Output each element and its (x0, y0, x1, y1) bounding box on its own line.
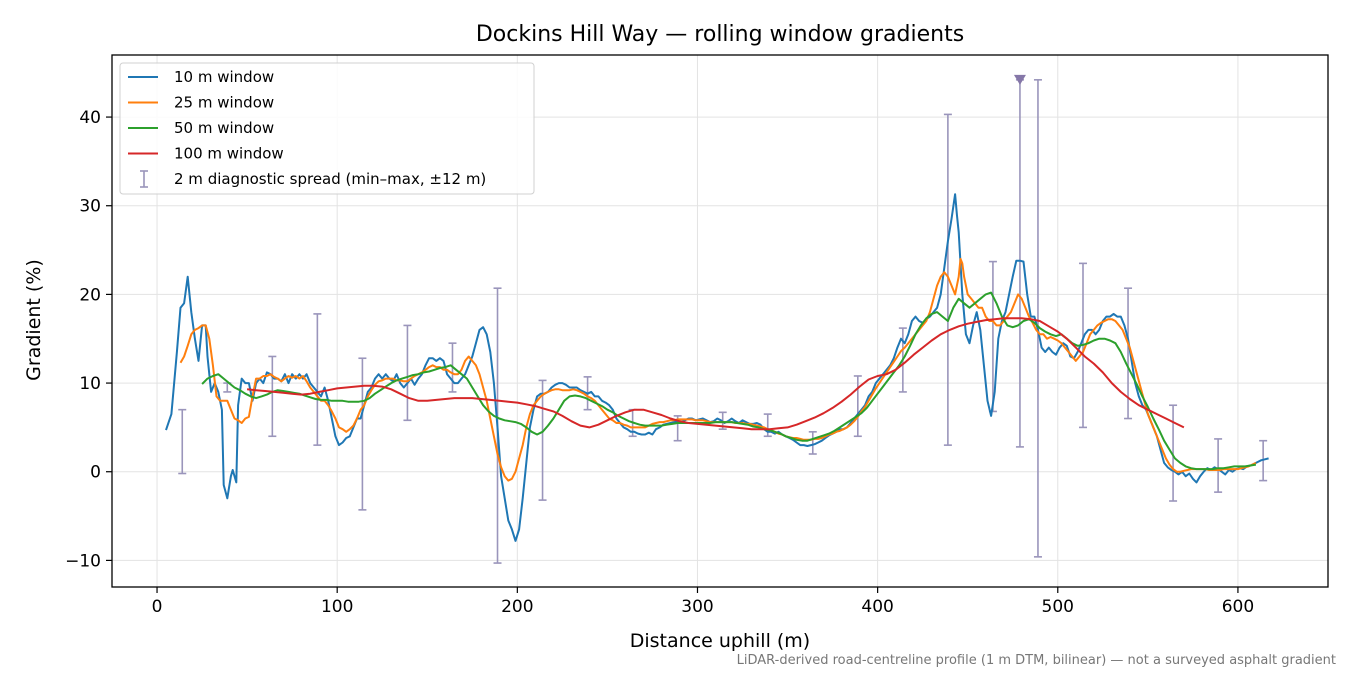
series-line-100-m-window (247, 317, 1185, 431)
plot-frame (111, 54, 1329, 588)
error-bar (1214, 438, 1223, 493)
error-bar (808, 431, 817, 455)
y-tick-label: 20 (79, 285, 101, 305)
error-bar (538, 379, 547, 501)
legend-label: 2 m diagnostic spread (min–max, ±12 m) (174, 170, 486, 188)
error-bar (943, 113, 952, 446)
error-bar (268, 355, 277, 438)
error-bar (178, 408, 187, 475)
error-bar (1033, 79, 1042, 558)
y-tick-label: 10 (79, 374, 101, 394)
error-bars (178, 79, 1268, 564)
x-tick-label: 300 (681, 597, 713, 617)
chart-title: Dockins Hill Way — rolling window gradie… (476, 22, 964, 47)
x-tick-label: 100 (321, 597, 353, 617)
x-axis-label: Distance uphill (m) (630, 630, 810, 652)
error-bar (853, 375, 862, 438)
legend: 10 m window 25 m window 50 m window 100 m w… (119, 62, 535, 195)
tick-labels: 0 100 200 300 400 500 600 −10 0 10 20 30 40 (65, 108, 1254, 617)
peak-marker-triangle (1013, 74, 1026, 85)
error-bar (358, 357, 367, 511)
x-tick-label: 600 (1222, 597, 1254, 617)
error-bar (403, 324, 412, 422)
x-tick-label: 400 (861, 597, 893, 617)
legend-label: 100 m window (174, 145, 284, 163)
x-tick-label: 0 (152, 597, 163, 617)
legend-label: 10 m window (174, 68, 274, 86)
x-tick-label: 200 (501, 597, 533, 617)
series-line-50-m-window (201, 291, 1257, 471)
legend-label: 50 m window (174, 119, 274, 137)
axes (106, 54, 1329, 593)
error-bar (313, 313, 322, 446)
y-tick-label: 0 (90, 463, 101, 483)
legend-box (119, 62, 535, 195)
x-tick-label: 500 (1042, 597, 1074, 617)
y-tick-label: −10 (65, 551, 101, 571)
y-axis-label: Gradient (%) (23, 259, 45, 381)
series-line-10-m-window (165, 193, 1269, 542)
y-tick-label: 30 (79, 197, 101, 217)
series-lines (165, 193, 1269, 542)
peak-markers (1013, 74, 1026, 85)
footnote: LiDAR-derived road-centreline profile (1… (737, 653, 1336, 668)
legend-label: 25 m window (174, 94, 274, 112)
y-tick-label: 40 (79, 108, 101, 128)
